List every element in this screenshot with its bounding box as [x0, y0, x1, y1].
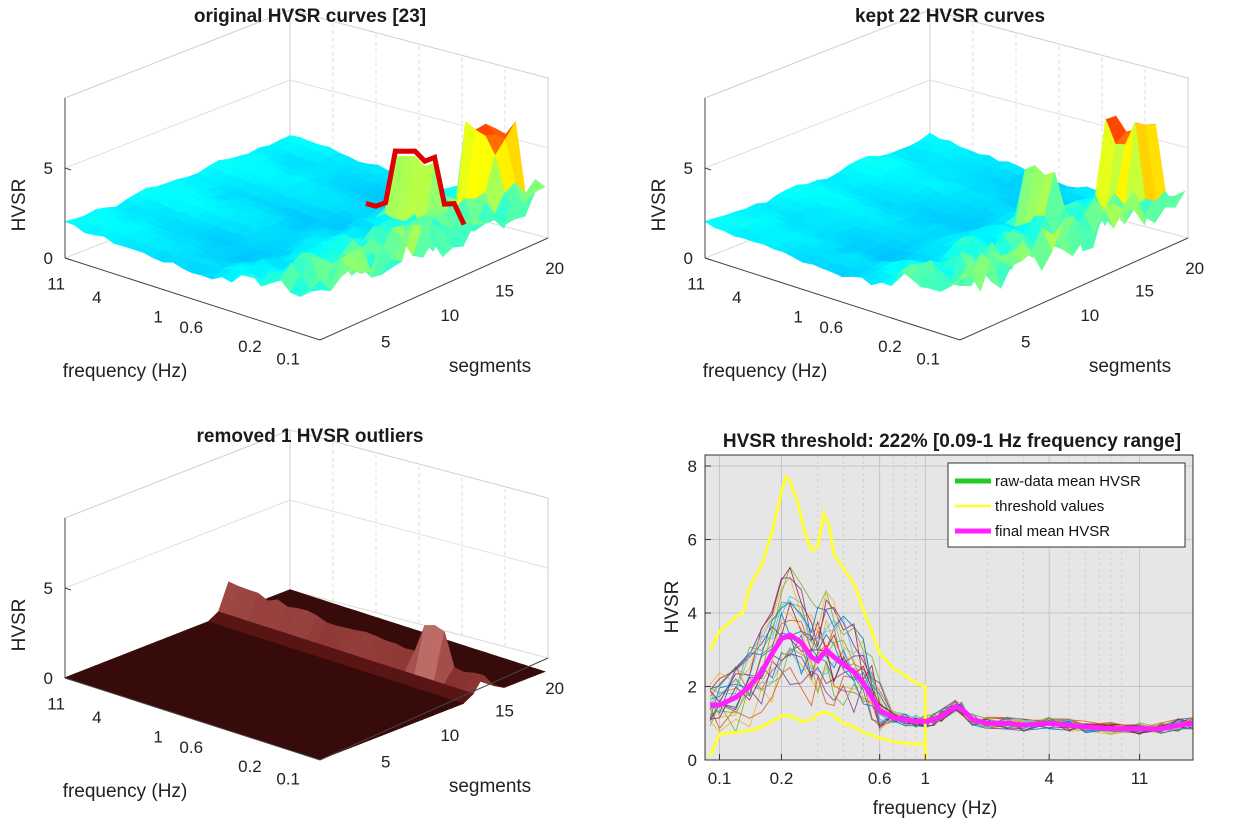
z-tick — [64, 167, 72, 171]
x-tick-label: 0.6 — [868, 769, 892, 788]
y-tick-label: 0 — [688, 751, 697, 770]
segments-tick-label: 5 — [381, 333, 390, 352]
grid-line — [704, 79, 931, 169]
frequency-tick-label: 1 — [153, 307, 162, 326]
final-mean-line — [710, 632, 1193, 732]
segments-tick-label: 15 — [495, 282, 514, 301]
z-axis-label: HVSR — [9, 599, 30, 652]
segments-axis-line — [319, 657, 549, 761]
frequency-tick-label: 0.1 — [276, 769, 300, 788]
frequency-tick-label: 0.1 — [276, 349, 300, 368]
segments-tick-label: 10 — [440, 306, 459, 325]
x-tick-label: 0.2 — [770, 769, 794, 788]
threshold-upper-line — [708, 474, 927, 760]
panel-title: HVSR threshold: 222% [0.09-1 Hz frequenc… — [723, 431, 1181, 452]
segments-axis-line — [959, 237, 1189, 341]
z-tick-label: 5 — [44, 159, 53, 178]
z-axis-label: HVSR — [649, 179, 670, 232]
z-tick-label: 0 — [684, 249, 693, 268]
frequency-tick-label: 4 — [732, 288, 741, 307]
frequency-axis-line — [64, 257, 321, 341]
grid-line — [64, 499, 291, 589]
segments-tick-label: 10 — [1080, 306, 1099, 325]
z-tick — [704, 257, 712, 261]
frequency-tick-label: 0.2 — [238, 757, 262, 776]
z-axis-label: HVSR — [9, 179, 30, 232]
z-tick — [64, 587, 72, 591]
z-tick-label: 5 — [44, 579, 53, 598]
segments-tick-label: 15 — [1135, 282, 1154, 301]
y-axis-label: HVSR — [662, 581, 683, 634]
x-tick-label: 4 — [1044, 769, 1053, 788]
frequency-tick-label: 1 — [793, 307, 802, 326]
legend: raw-data mean HVSR threshold values final … — [947, 462, 1186, 548]
z-tick — [64, 677, 72, 681]
legend-entry: final mean HVSR — [995, 523, 1110, 540]
surface-patch — [309, 276, 331, 288]
frequency-tick-label: 0.2 — [878, 337, 902, 356]
surface-panel-1: 0 5 11 4 1 0.6 0.2 0.1 5 10 15 20 original HVSR curv… — [9, 6, 564, 382]
z-tick — [64, 257, 72, 261]
frequency-tick-label: 4 — [92, 288, 101, 307]
grid-line — [64, 79, 291, 169]
frequency-axis-line — [64, 677, 321, 761]
frequency-tick-label: 0.1 — [916, 349, 940, 368]
segments-tick-label: 20 — [545, 679, 564, 698]
legend-entry: raw-data mean HVSR — [995, 473, 1141, 490]
frequency-tick-label: 0.6 — [179, 318, 203, 337]
individual-curves — [708, 474, 1193, 760]
threshold-lower-line — [708, 710, 926, 757]
line-panel: 0.1 0.2 0.6 1 4 11 0 2 4 6 8 HVSR threshold: 222% [… — [662, 431, 1194, 819]
segments-tick-label: 20 — [545, 259, 564, 278]
hvsr-curve — [709, 577, 1193, 735]
z-tick-label: 5 — [684, 159, 693, 178]
frequency-tick-label: 0.2 — [238, 337, 262, 356]
x-axis-label: frequency (Hz) — [873, 798, 998, 819]
z-tick-label: 0 — [44, 249, 53, 268]
frequency-axis-line — [704, 257, 961, 341]
x-axis-label: frequency (Hz) — [63, 361, 188, 382]
frequency-tick-label: 0.6 — [819, 318, 843, 337]
legend-entry: threshold values — [995, 498, 1104, 515]
y-tick-label: 6 — [688, 531, 697, 550]
frequency-tick-label: 1 — [153, 727, 162, 746]
x-axis-label: frequency (Hz) — [703, 361, 828, 382]
segments-tick-label: 5 — [381, 753, 390, 772]
frequency-tick-label: 0.6 — [179, 738, 203, 757]
panel-title: original HVSR curves [23] — [194, 6, 426, 27]
x-tick-label: 0.1 — [708, 769, 732, 788]
panel-title: removed 1 HVSR outliers — [196, 426, 423, 447]
plot-frame — [704, 454, 1194, 761]
surface-panel-2: 0 5 11 4 1 0.6 0.2 0.1 5 10 15 20 kept 22 HVSR curve… — [649, 6, 1204, 382]
y-tick-label: 8 — [688, 457, 697, 476]
y-axis-label: segments — [1089, 356, 1171, 377]
frequency-tick-label: 11 — [47, 275, 65, 294]
frequency-tick-label: 11 — [687, 275, 705, 294]
panel-title: kept 22 HVSR curves — [855, 6, 1045, 27]
segments-tick-label: 20 — [1185, 259, 1204, 278]
frequency-tick-label: 4 — [92, 708, 101, 727]
segments-axis-line — [319, 237, 549, 341]
z-tick-label: 0 — [44, 669, 53, 688]
segments-tick-label: 10 — [440, 726, 459, 745]
surface-patch — [950, 261, 971, 287]
y-tick-label: 2 — [688, 678, 697, 697]
segments-tick-label: 5 — [1021, 333, 1030, 352]
y-tick-label: 4 — [688, 604, 697, 623]
grid-line — [289, 589, 549, 659]
hvsr-curve — [709, 619, 1193, 733]
frequency-tick-label: 11 — [47, 695, 65, 714]
x-axis-label: frequency (Hz) — [63, 781, 188, 802]
grid-line — [289, 499, 549, 569]
segments-tick-label: 15 — [495, 702, 514, 721]
z-tick — [704, 167, 712, 171]
x-tick-label: 11 — [1131, 769, 1149, 788]
surface-panel-3: 0 5 11 4 1 0.6 0.2 0.1 5 10 15 20 removed 1 HVSR out… — [9, 426, 564, 802]
outlier-curve — [365, 148, 467, 226]
y-axis-label: segments — [449, 776, 531, 797]
x-tick-label: 1 — [921, 769, 930, 788]
y-axis-label: segments — [449, 356, 531, 377]
